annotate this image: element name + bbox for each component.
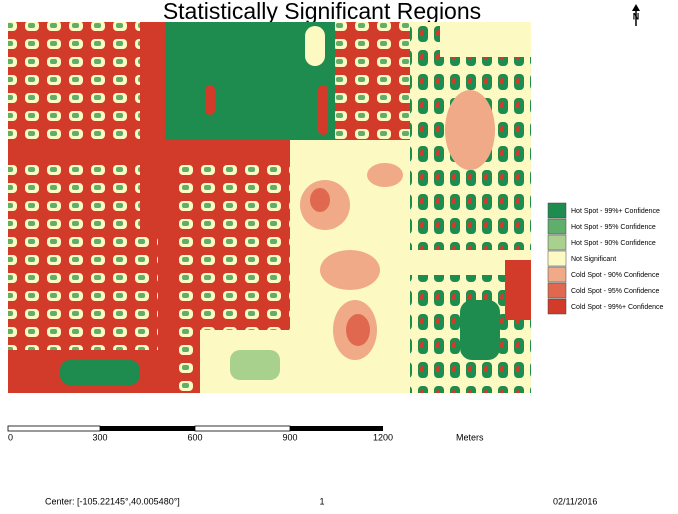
legend-swatch <box>547 250 567 267</box>
legend-swatch <box>547 218 567 235</box>
legend-label: Cold Spot - 99%+ Confidence <box>571 304 664 311</box>
legend-label: Cold Spot - 95% Confidence <box>571 288 659 295</box>
scale-tick-label: 600 <box>187 432 202 442</box>
map-frame <box>8 22 531 393</box>
title: Statistically Significant Regions <box>163 0 481 24</box>
date: 02/11/2016 <box>553 496 597 506</box>
legend-swatch <box>547 234 567 251</box>
legend-label: Not Significant <box>571 256 616 263</box>
legend-swatch <box>547 266 567 283</box>
scale-tick-label: 900 <box>282 432 297 442</box>
legend: Hot Spot - 99%+ Confidence Hot Spot - 95%… <box>547 202 664 315</box>
scale-unit: Meters <box>456 432 484 442</box>
center-coords: Center: [-105.22145°,40.005480°] <box>45 496 180 506</box>
scale-tick-label: 1200 <box>373 432 393 442</box>
scale-tick-label: 300 <box>92 432 107 442</box>
legend-label: Hot Spot - 90% Confidence <box>571 240 656 247</box>
scale-tick-label: 0 <box>8 432 13 442</box>
legend-label: Cold Spot - 90% Confidence <box>571 272 659 279</box>
north-arrow: N <box>632 4 640 26</box>
scale-bar: 0 300 600 900 1200 Meters <box>7 425 484 442</box>
north-label: N <box>633 11 640 21</box>
legend-label: Hot Spot - 95% Confidence <box>571 224 656 231</box>
legend-label: Hot Spot - 99%+ Confidence <box>571 208 660 215</box>
legend-swatch <box>547 298 567 315</box>
legend-swatch <box>547 202 567 219</box>
legend-swatch <box>547 282 567 299</box>
page-number: 1 <box>319 496 324 506</box>
